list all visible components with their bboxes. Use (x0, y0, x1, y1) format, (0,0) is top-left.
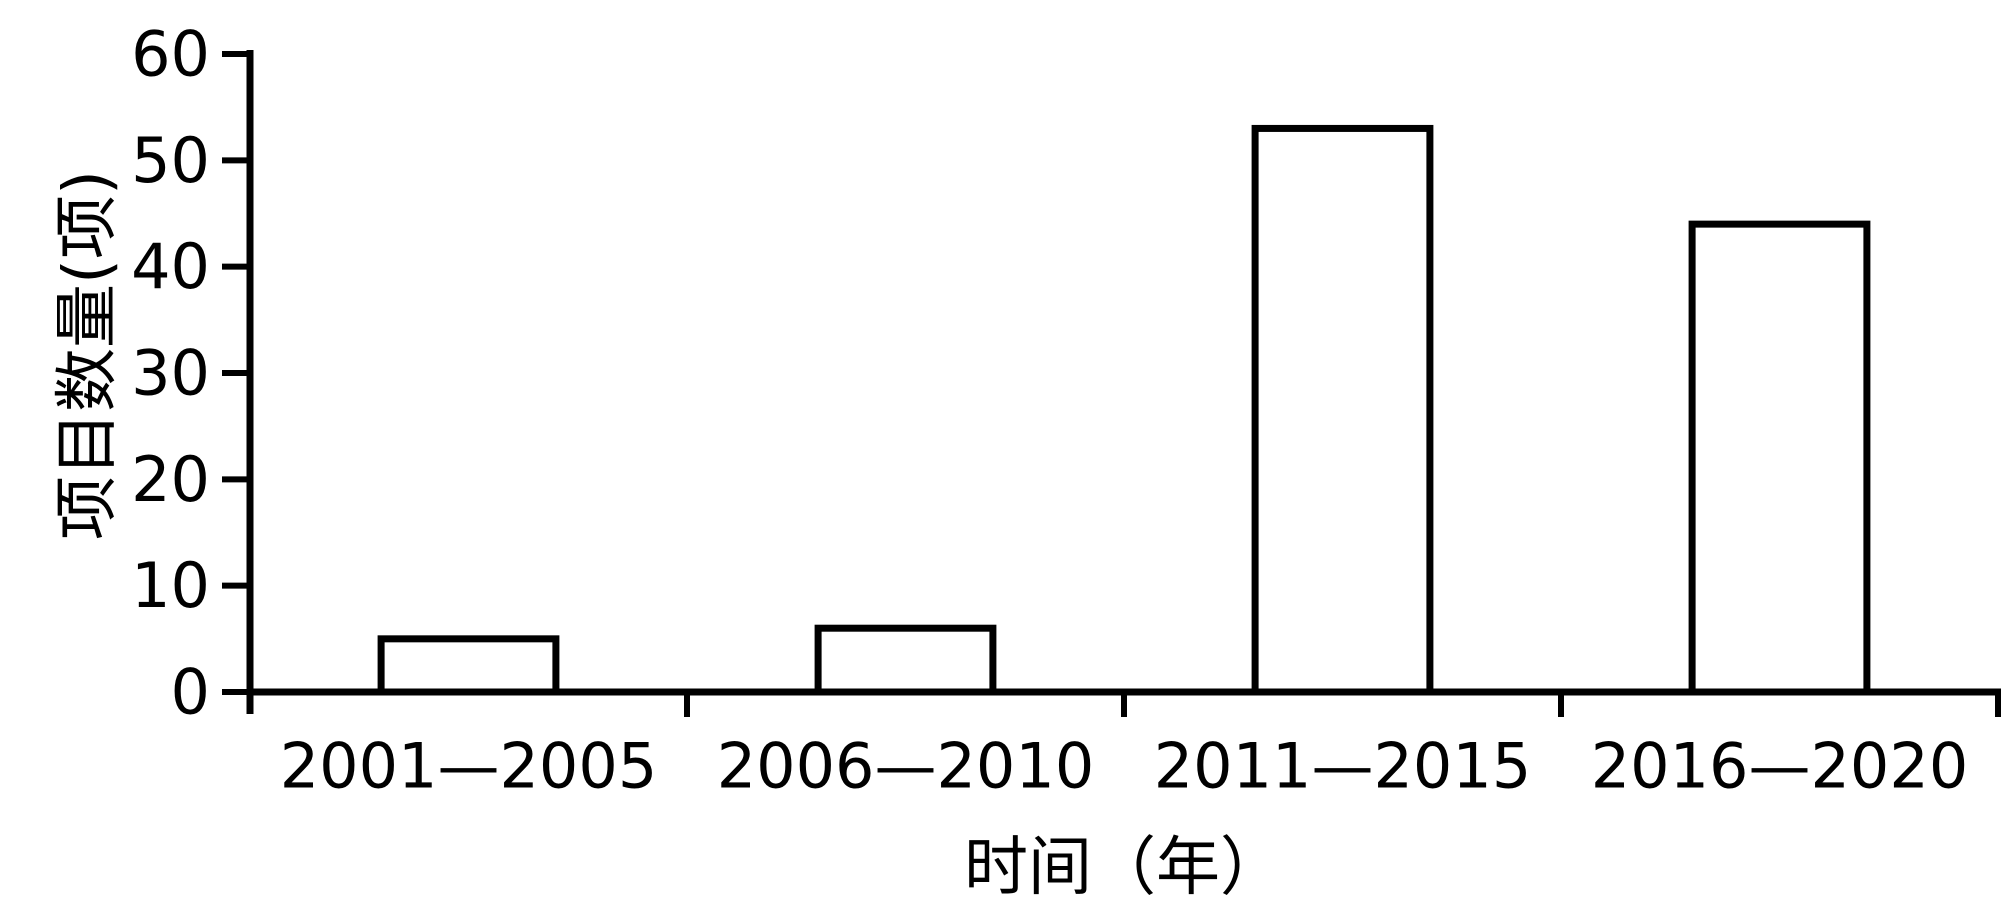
bar-2001-2005 (377, 635, 560, 696)
y-tick-label: 20 (131, 443, 210, 516)
x-tick-label: 2001—2005 (280, 730, 658, 803)
bar-2011-2015 (1251, 124, 1434, 696)
x-tick-label: 2006—2010 (717, 730, 1095, 803)
x-tick-label: 2016—2020 (1591, 730, 1969, 803)
y-tick-label: 0 (171, 656, 210, 729)
y-tick-label: 30 (131, 337, 210, 410)
y-tick-label: 50 (131, 124, 210, 197)
bar-2006-2010 (814, 624, 997, 696)
x-axis-title: 时间（年） (964, 831, 1284, 905)
y-tick-label: 10 (131, 549, 210, 622)
y-tick-label: 60 (131, 18, 210, 91)
bar-2016-2020 (1688, 220, 1871, 696)
x-tick-label: 2011—2015 (1154, 730, 1532, 803)
y-axis-title: 项目数量(项) (51, 170, 125, 540)
y-tick-label: 40 (131, 230, 210, 303)
